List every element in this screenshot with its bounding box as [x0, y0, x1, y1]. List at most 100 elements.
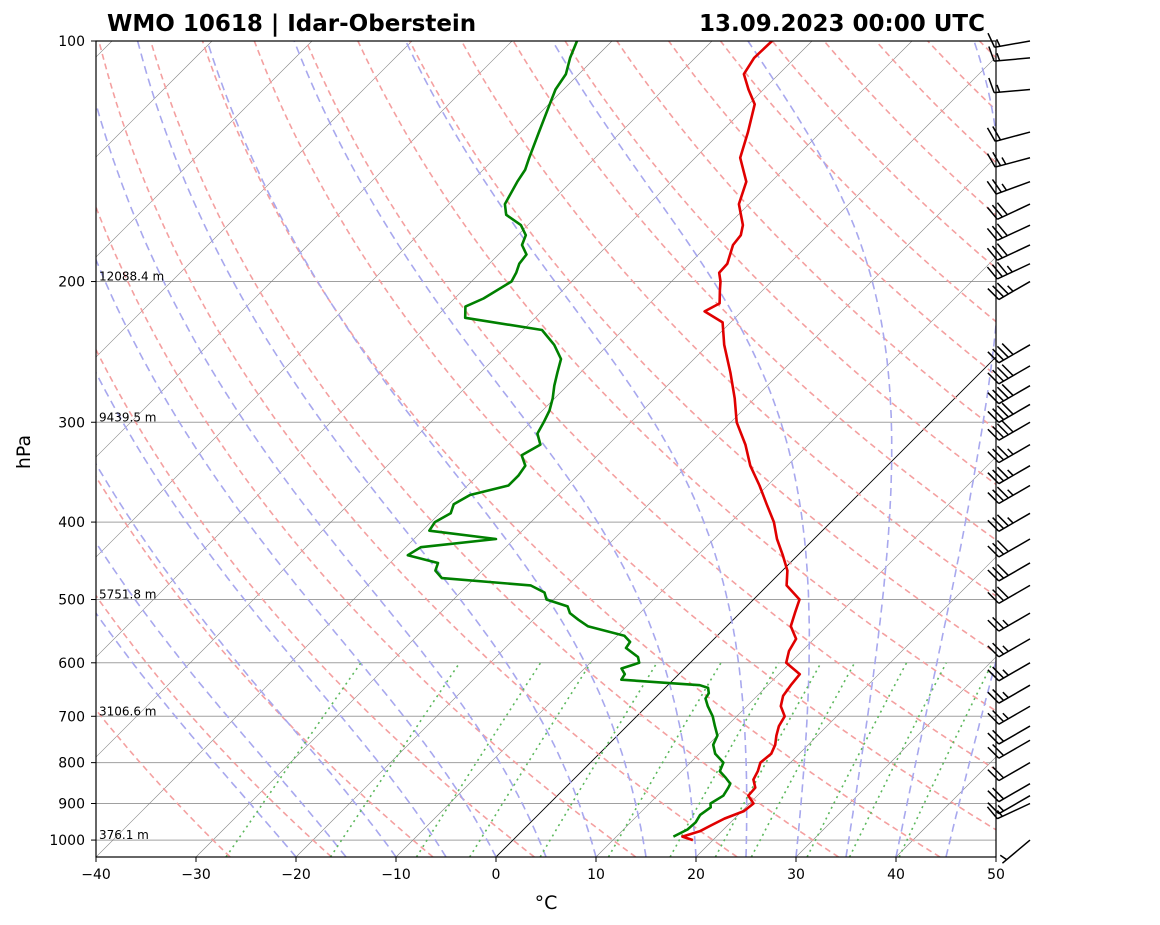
isotherm-line [495, 356, 996, 857]
barb-flag [1001, 364, 1014, 377]
barb-flag [987, 732, 1000, 745]
y-tick-label: 1000 [49, 833, 85, 849]
dry-adiabat [253, 41, 996, 831]
barb-flag [987, 410, 1000, 423]
wind-barb [987, 584, 1031, 605]
barb-flag [987, 545, 1000, 558]
moist-adiabat [206, 41, 647, 857]
barb-half-flag [1007, 285, 1014, 292]
barb-flag [987, 569, 1000, 582]
moist-adiabat [747, 41, 893, 857]
barb-flag [987, 472, 1000, 485]
barb-flag [992, 151, 1002, 167]
wind-barb [988, 77, 1031, 94]
wind-barb [987, 443, 1031, 464]
barb-flag [991, 204, 1003, 218]
barb-flag [996, 202, 1008, 216]
barb-half-flag [1007, 448, 1014, 455]
mixing-ratio-line [898, 662, 994, 857]
barb-flag [992, 126, 1002, 141]
barb-staff [998, 484, 1031, 505]
barb-flag [996, 586, 1009, 599]
dry-adiabat [357, 41, 996, 712]
barb-staff [998, 365, 1031, 385]
chart-title-right: 13.09.2023 00:00 UTC [699, 11, 985, 37]
dry-adiabat [96, 594, 333, 857]
barb-half-flag [1002, 619, 1009, 627]
barb-flag [992, 666, 1005, 679]
barb-flag [986, 266, 998, 280]
wind-barb [986, 261, 1031, 280]
barb-staff [995, 131, 1031, 143]
y-tick-label: 100 [58, 34, 85, 50]
profile-lines [406, 41, 802, 842]
x-tick-label: −40 [81, 867, 111, 883]
barb-flag [991, 245, 1003, 259]
wind-barb [987, 383, 1031, 405]
barb-staff [998, 465, 1031, 485]
dry-adiabat [96, 347, 535, 857]
wind-barb [987, 638, 1031, 658]
barb-half-flag [1002, 691, 1009, 699]
barb-half-flag [997, 804, 1005, 812]
reference-lines [96, 41, 996, 857]
barb-flag [992, 517, 1005, 530]
y-tick-label: 500 [58, 593, 85, 609]
isotherm-line [96, 41, 713, 658]
y-axis-label: hPa [13, 435, 35, 469]
wind-barb [987, 761, 1031, 782]
wind-barb [987, 402, 1031, 424]
wind-barb [987, 562, 1031, 582]
barb-staff [998, 584, 1031, 605]
wind-barb [987, 783, 1031, 803]
barb-flag [1001, 383, 1014, 396]
isotherm-line [595, 456, 996, 857]
barb-flag [987, 591, 1000, 604]
isotherm-line [195, 56, 996, 857]
isotherm-line [96, 41, 313, 258]
barb-staff [995, 157, 1031, 168]
barb-flag [996, 445, 1009, 458]
barb-staff [998, 705, 1031, 725]
barb-flag [996, 261, 1008, 275]
barb-half-flag [996, 38, 1001, 47]
barb-flag [987, 712, 1000, 725]
barb-flag [992, 425, 1005, 439]
dry-adiabat [98, 41, 738, 857]
barb-flag [986, 806, 998, 820]
barb-staff [998, 512, 1031, 532]
barb-flag [987, 802, 1000, 815]
temperature-profile [681, 41, 802, 842]
barb-flag [1001, 402, 1014, 415]
barb-flag [987, 451, 1000, 464]
barb-flag [986, 180, 997, 195]
barb-half-flag [996, 84, 1001, 93]
dewpoint-profile [406, 41, 732, 838]
wind-barb [987, 420, 1031, 441]
x-tick-label: 40 [887, 867, 905, 883]
barb-staff [998, 662, 1031, 682]
barb-half-flag [1001, 157, 1007, 165]
wind-barb [986, 151, 1031, 168]
x-tick-label: 10 [587, 867, 605, 883]
barb-staff [998, 612, 1031, 632]
barb-staff [998, 761, 1031, 782]
barb-half-flag [1007, 517, 1014, 524]
barb-flag [992, 589, 1005, 602]
wind-barb [987, 465, 1031, 485]
barb-flag [1001, 343, 1014, 356]
wind-barb [986, 223, 1031, 242]
barb-flag [996, 563, 1009, 576]
y-tick-label: 600 [58, 656, 85, 672]
barb-staff [998, 385, 1031, 405]
wind-barb [987, 705, 1031, 725]
barb-flag [987, 288, 1000, 301]
background-grid [96, 41, 996, 857]
moist-adiabat [96, 462, 397, 857]
isotherm-line [96, 41, 413, 358]
moist-adiabat [136, 41, 597, 857]
wind-barb [986, 243, 1031, 261]
plot-frame [95, 40, 997, 858]
barb-flag [996, 282, 1009, 295]
